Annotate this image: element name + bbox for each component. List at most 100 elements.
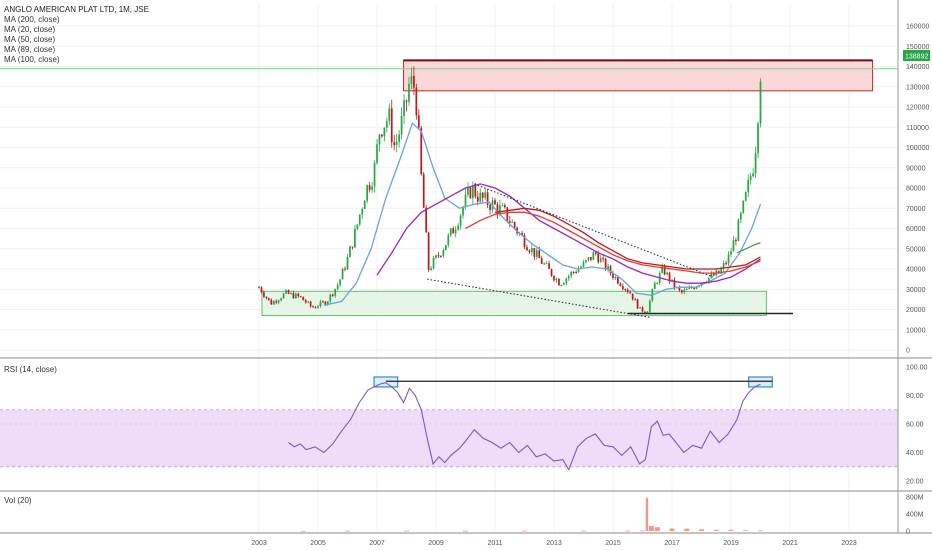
ma-89-close-line [465, 211, 761, 274]
volume-bar [581, 530, 586, 532]
candle-body [444, 245, 447, 251]
volume-tick-label: 400M [906, 512, 924, 519]
candle-body [749, 176, 752, 180]
candle-body [304, 300, 307, 303]
candle-body [678, 286, 681, 291]
candle-body [408, 83, 410, 102]
candle-body [430, 268, 432, 271]
price-tick-label: 150000 [906, 44, 929, 51]
price-tick-label: 60000 [906, 226, 926, 233]
candle-body [415, 87, 418, 116]
candle-body [550, 268, 553, 276]
candle-body [607, 266, 609, 270]
candle-body [747, 179, 750, 193]
candle-body [272, 301, 275, 305]
candle-body [263, 292, 265, 297]
candle-body [287, 290, 290, 294]
candle-body [422, 174, 425, 208]
volume-tick-label: 800M [906, 495, 924, 502]
candle-body [757, 123, 759, 154]
candle-body [410, 76, 413, 84]
candle-body [543, 263, 546, 265]
last-price-badge [903, 50, 930, 61]
rsi-panel-title: RSI (14, close) [4, 365, 57, 374]
candle-body [331, 294, 334, 296]
candle-body [548, 263, 550, 269]
volume-bar [743, 530, 749, 532]
candle-body [521, 232, 523, 236]
candle-body [376, 144, 378, 163]
legend-ma20[interactable]: MA (20, close) [4, 25, 55, 34]
candle-body [474, 185, 477, 197]
legend-ma50[interactable]: MA (50, close) [4, 35, 55, 44]
candle-body [577, 268, 580, 273]
candle-body [319, 301, 322, 307]
candle-body [449, 228, 452, 236]
candle-body [602, 258, 605, 260]
candle-body [476, 196, 479, 202]
candle-body [575, 272, 577, 274]
candle-body [649, 300, 651, 312]
chart-legend: ANGLO AMERICAN PLAT LTD, 1M, JSE MA (200… [4, 5, 149, 64]
candle-body [395, 141, 398, 145]
candle-body [668, 272, 671, 282]
candle-body [535, 250, 538, 257]
rsi-highlight-box [748, 376, 773, 388]
candle-body [457, 225, 459, 230]
resistance-zone [403, 59, 874, 92]
candle-body [646, 311, 649, 313]
candle-body [398, 134, 400, 142]
year-tick-label: 2007 [369, 540, 385, 547]
candle-body [440, 255, 442, 257]
candle-body [462, 207, 464, 216]
candle-body [322, 301, 324, 303]
candle-body [666, 272, 668, 275]
candle-body [700, 282, 703, 286]
candle-body [469, 187, 472, 199]
candle-body [725, 263, 727, 265]
candle-body [385, 121, 388, 128]
candle-body [737, 219, 740, 242]
candle-body [494, 200, 496, 205]
candle-body [295, 293, 297, 299]
rsi-tick-label: 20.00 [906, 479, 924, 486]
candle-body [334, 288, 337, 296]
candle-body [484, 192, 487, 198]
ma-200-close-line [736, 242, 761, 254]
volume-bar [699, 529, 704, 531]
candle-body [363, 200, 366, 209]
candle-body [639, 307, 641, 309]
year-tick-label: 2015 [605, 540, 621, 547]
candle-body [742, 200, 745, 213]
candle-body [447, 235, 450, 246]
candle-body [354, 228, 356, 248]
volume-bar [300, 530, 306, 532]
volume-bar [640, 530, 645, 532]
candle-body [361, 208, 364, 215]
candle-body [597, 253, 600, 263]
volume-bar [345, 530, 350, 532]
last-price-label: 138892 [905, 54, 928, 61]
candle-body [538, 250, 541, 259]
year-tick-label: 2003 [251, 540, 267, 547]
candle-body [420, 127, 423, 175]
candle-body [383, 127, 386, 137]
candle-body [358, 214, 361, 225]
candle-body [454, 229, 457, 234]
candle-body [317, 306, 319, 308]
candle-body [349, 246, 351, 258]
price-tick-label: 20000 [906, 307, 926, 314]
candle-body [506, 207, 509, 222]
ma-100-close-line [494, 207, 761, 270]
price-tick-label: 160000 [906, 24, 929, 31]
legend-ma89[interactable]: MA (89, close) [4, 45, 55, 54]
candle-body [501, 205, 504, 207]
ma-20-close-line [323, 122, 762, 307]
candle-body [299, 296, 302, 298]
legend-ma200[interactable]: MA (200, close) [4, 15, 60, 24]
legend-ma100[interactable]: MA (100, close) [4, 55, 60, 64]
candle-body [503, 205, 506, 208]
candle-body [636, 299, 639, 309]
